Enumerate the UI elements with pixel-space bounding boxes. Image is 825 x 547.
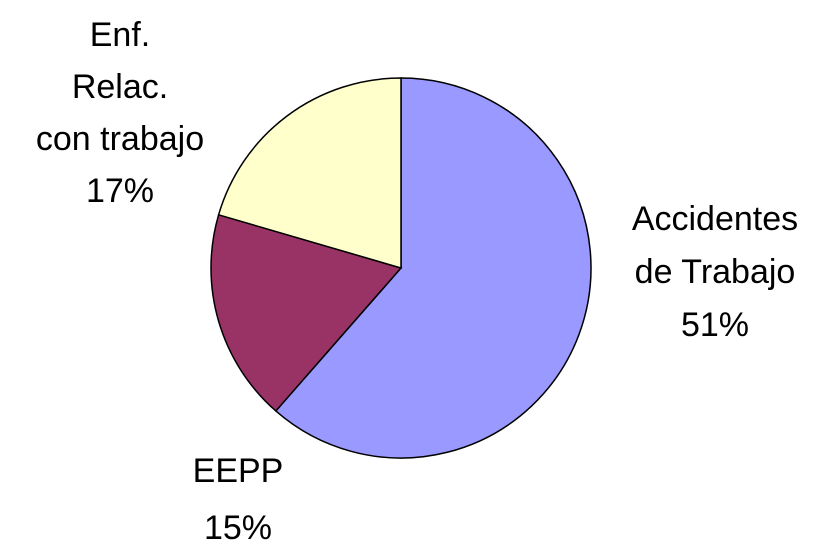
pie-slice — [274, 77, 592, 459]
value-label: 15% — [204, 509, 272, 547]
value-label: 51% — [681, 306, 749, 344]
category-label: Accidentes de Trabajo — [632, 200, 798, 291]
value-label: 17% — [86, 172, 154, 210]
pie-slice — [217, 77, 402, 270]
category-label: Enf. Relac. con trabajo — [36, 16, 204, 158]
pie-slice — [210, 213, 403, 413]
category-label: EEPP — [193, 452, 284, 490]
